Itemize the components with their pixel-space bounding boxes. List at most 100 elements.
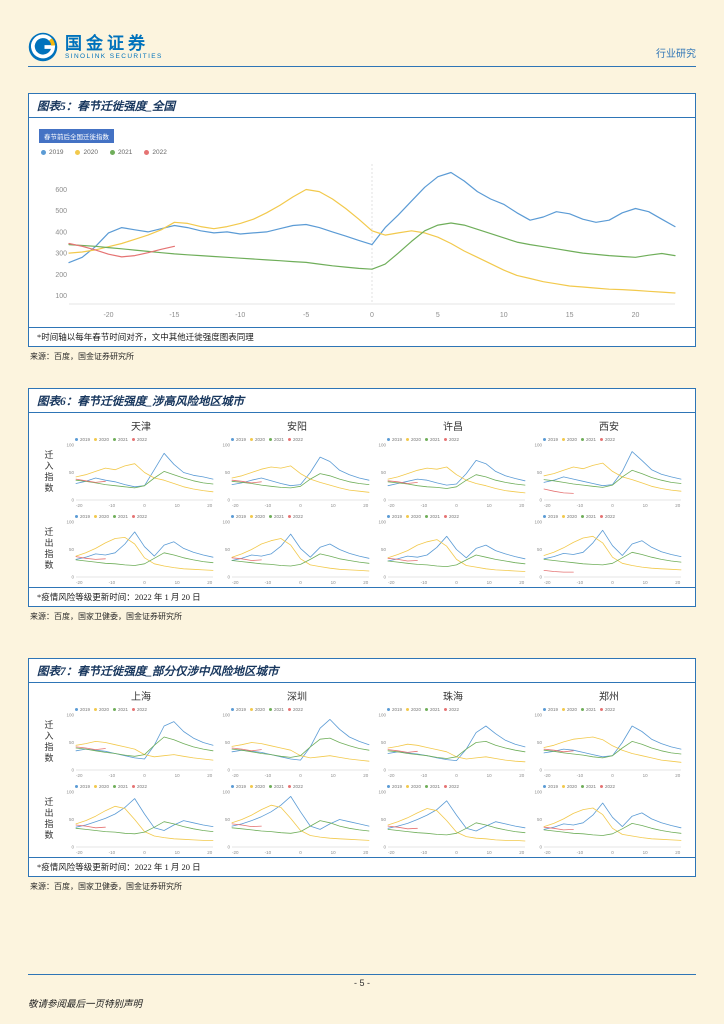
- svg-text:100: 100: [66, 790, 74, 795]
- legend-item-2022: 2022: [444, 437, 459, 442]
- svg-text:-20: -20: [232, 850, 239, 855]
- fig5-line-chart: 100 200 300 400 500 600 -20 -15 -10 -5 0 5 10 15 20: [39, 158, 685, 323]
- legend-item-2021: 2021: [425, 437, 440, 442]
- legend-label: 2021: [274, 437, 285, 442]
- legend-dot-icon: [600, 438, 604, 441]
- legend-dot-icon: [543, 785, 546, 788]
- svg-text:0: 0: [455, 580, 458, 585]
- svg-text:0: 0: [539, 575, 542, 580]
- mini-legend: 2019 2020 2021 2022: [231, 707, 373, 712]
- legend-label: 2019: [392, 514, 403, 519]
- mini-legend: 2019 2020 2021 2022: [387, 514, 529, 519]
- legend-label: 2022: [137, 784, 148, 789]
- legend-item-2022: 2022: [132, 784, 147, 789]
- fig5-legend: 2019 2020 2021 2022: [41, 149, 685, 156]
- svg-text:50: 50: [381, 817, 387, 822]
- legend-label: 2021: [430, 514, 441, 519]
- svg-text:50: 50: [537, 817, 543, 822]
- figure-7-source: 来源：百度，国家卫健委，国金证券研究所: [30, 882, 182, 891]
- legend-label: 2020: [99, 784, 110, 789]
- svg-text:10: 10: [331, 850, 337, 855]
- svg-text:20: 20: [207, 503, 213, 508]
- legend-label: 2020: [567, 707, 578, 712]
- city-header-row: 上海 深圳 珠海 郑州: [29, 683, 695, 703]
- mini-chart-cell: 2019 2020 2021 2022 0 50 100 -20 -10 0 10 20: [533, 512, 685, 585]
- mini-chart-svg: 0 50 100 -20 -10 0 10 20: [66, 790, 214, 855]
- legend-dot-icon: [94, 785, 98, 788]
- legend-dot-icon: [288, 438, 292, 441]
- legend-label: 2020: [99, 514, 110, 519]
- brand-name-en: SINOLINK SECURITIES: [65, 53, 163, 61]
- legend-item-2021: 2021: [113, 707, 128, 712]
- svg-text:15: 15: [566, 312, 574, 318]
- legend-label: 2022: [293, 707, 304, 712]
- legend-dot-icon: [600, 785, 604, 788]
- legend-dot-icon: [600, 708, 604, 711]
- legend-label: 2019: [548, 707, 559, 712]
- city-header: 珠海: [443, 692, 463, 703]
- legend-item-2019: 2019: [75, 707, 90, 712]
- legend-label: 2022: [605, 784, 616, 789]
- sinolink-logo-icon: [28, 32, 58, 62]
- legend-dot-icon: [250, 785, 254, 788]
- legend-dot-icon: [132, 515, 136, 518]
- legend-label: 2021: [274, 707, 285, 712]
- svg-text:0: 0: [143, 773, 146, 778]
- legend-item-2022: 2022: [444, 707, 459, 712]
- legend-dot-icon: [113, 785, 117, 788]
- legend-dot-icon: [543, 438, 546, 441]
- legend-item-2022: 2022: [600, 514, 615, 519]
- mini-legend: 2019 2020 2021 2022: [387, 437, 529, 442]
- svg-text:-20: -20: [388, 850, 395, 855]
- svg-text:50: 50: [225, 547, 231, 552]
- legend-item-2019: 2019: [231, 707, 246, 712]
- legend-label: 2020: [411, 437, 422, 442]
- fig5-chart-svg: 100 200 300 400 500 600 -20 -15 -10 -5 0 5 10 15 20: [55, 164, 676, 319]
- legend-label: 2021: [430, 437, 441, 442]
- legend-label: 2022: [449, 437, 460, 442]
- mini-chart-cell: 2019 2020 2021 2022 0 50 100 -20 -10 0 10 20: [377, 512, 529, 585]
- legend-item-2022: 2022: [444, 514, 459, 519]
- legend-item-2022: 2022: [288, 437, 303, 442]
- row-label: 迁出指数: [43, 796, 54, 841]
- legend-label: 2020: [255, 437, 266, 442]
- legend-item-2020: 2020: [562, 707, 577, 712]
- report-footer: - 5 - 敬请参阅最后一页特别声明: [28, 974, 696, 1010]
- svg-text:-5: -5: [303, 312, 309, 318]
- legend-label: 2022: [293, 514, 304, 519]
- legend-label: 2019: [236, 514, 247, 519]
- mini-chart-cell: 2019 2020 2021 2022 0 50 100 -20 -10 0 10 20: [221, 705, 373, 778]
- legend-label: 2019: [80, 514, 91, 519]
- svg-text:100: 100: [66, 520, 74, 525]
- report-header: 国金证券 SINOLINK SECURITIES 行业研究: [0, 0, 724, 62]
- legend-dot-icon: [94, 515, 98, 518]
- legend-label: 2022: [449, 514, 460, 519]
- legend-label: 2020: [99, 707, 110, 712]
- chart-grid-row: 迁出指数 2019 2020 2021 2022 0 50 100 -20 -10 0 10 20 201…: [29, 510, 695, 587]
- figure-5-body: 春节前后全国迁徙指数 2019 2020 2021 2022 100 200 300 400…: [29, 118, 695, 327]
- fig7-grid: 上海 深圳 珠海 郑州 迁入指数 2019 2020 2021 2022 0 50 100 -20 -10…: [29, 683, 695, 857]
- legend-dot-icon: [231, 515, 234, 518]
- svg-text:20: 20: [519, 850, 525, 855]
- svg-text:0: 0: [299, 580, 302, 585]
- svg-text:0: 0: [71, 498, 74, 503]
- svg-text:-10: -10: [421, 580, 428, 585]
- svg-text:0: 0: [611, 503, 614, 508]
- legend-dot-icon: [269, 438, 273, 441]
- city-header: 许昌: [443, 422, 463, 433]
- legend-label: 2019: [548, 784, 559, 789]
- legend-dot-icon: [406, 438, 410, 441]
- legend-item-2021: 2021: [425, 784, 440, 789]
- legend-label: 2019: [392, 784, 403, 789]
- legend-dot-icon: [75, 515, 78, 518]
- svg-text:-10: -10: [421, 773, 428, 778]
- svg-text:20: 20: [207, 850, 213, 855]
- svg-text:50: 50: [69, 740, 75, 745]
- svg-text:-10: -10: [577, 580, 584, 585]
- svg-text:20: 20: [519, 580, 525, 585]
- svg-text:100: 100: [55, 293, 67, 300]
- legend-item-2019: 2019: [387, 707, 402, 712]
- city-header: 深圳: [287, 692, 307, 703]
- mini-legend: 2019 2020 2021 2022: [387, 784, 529, 789]
- svg-text:10: 10: [175, 850, 181, 855]
